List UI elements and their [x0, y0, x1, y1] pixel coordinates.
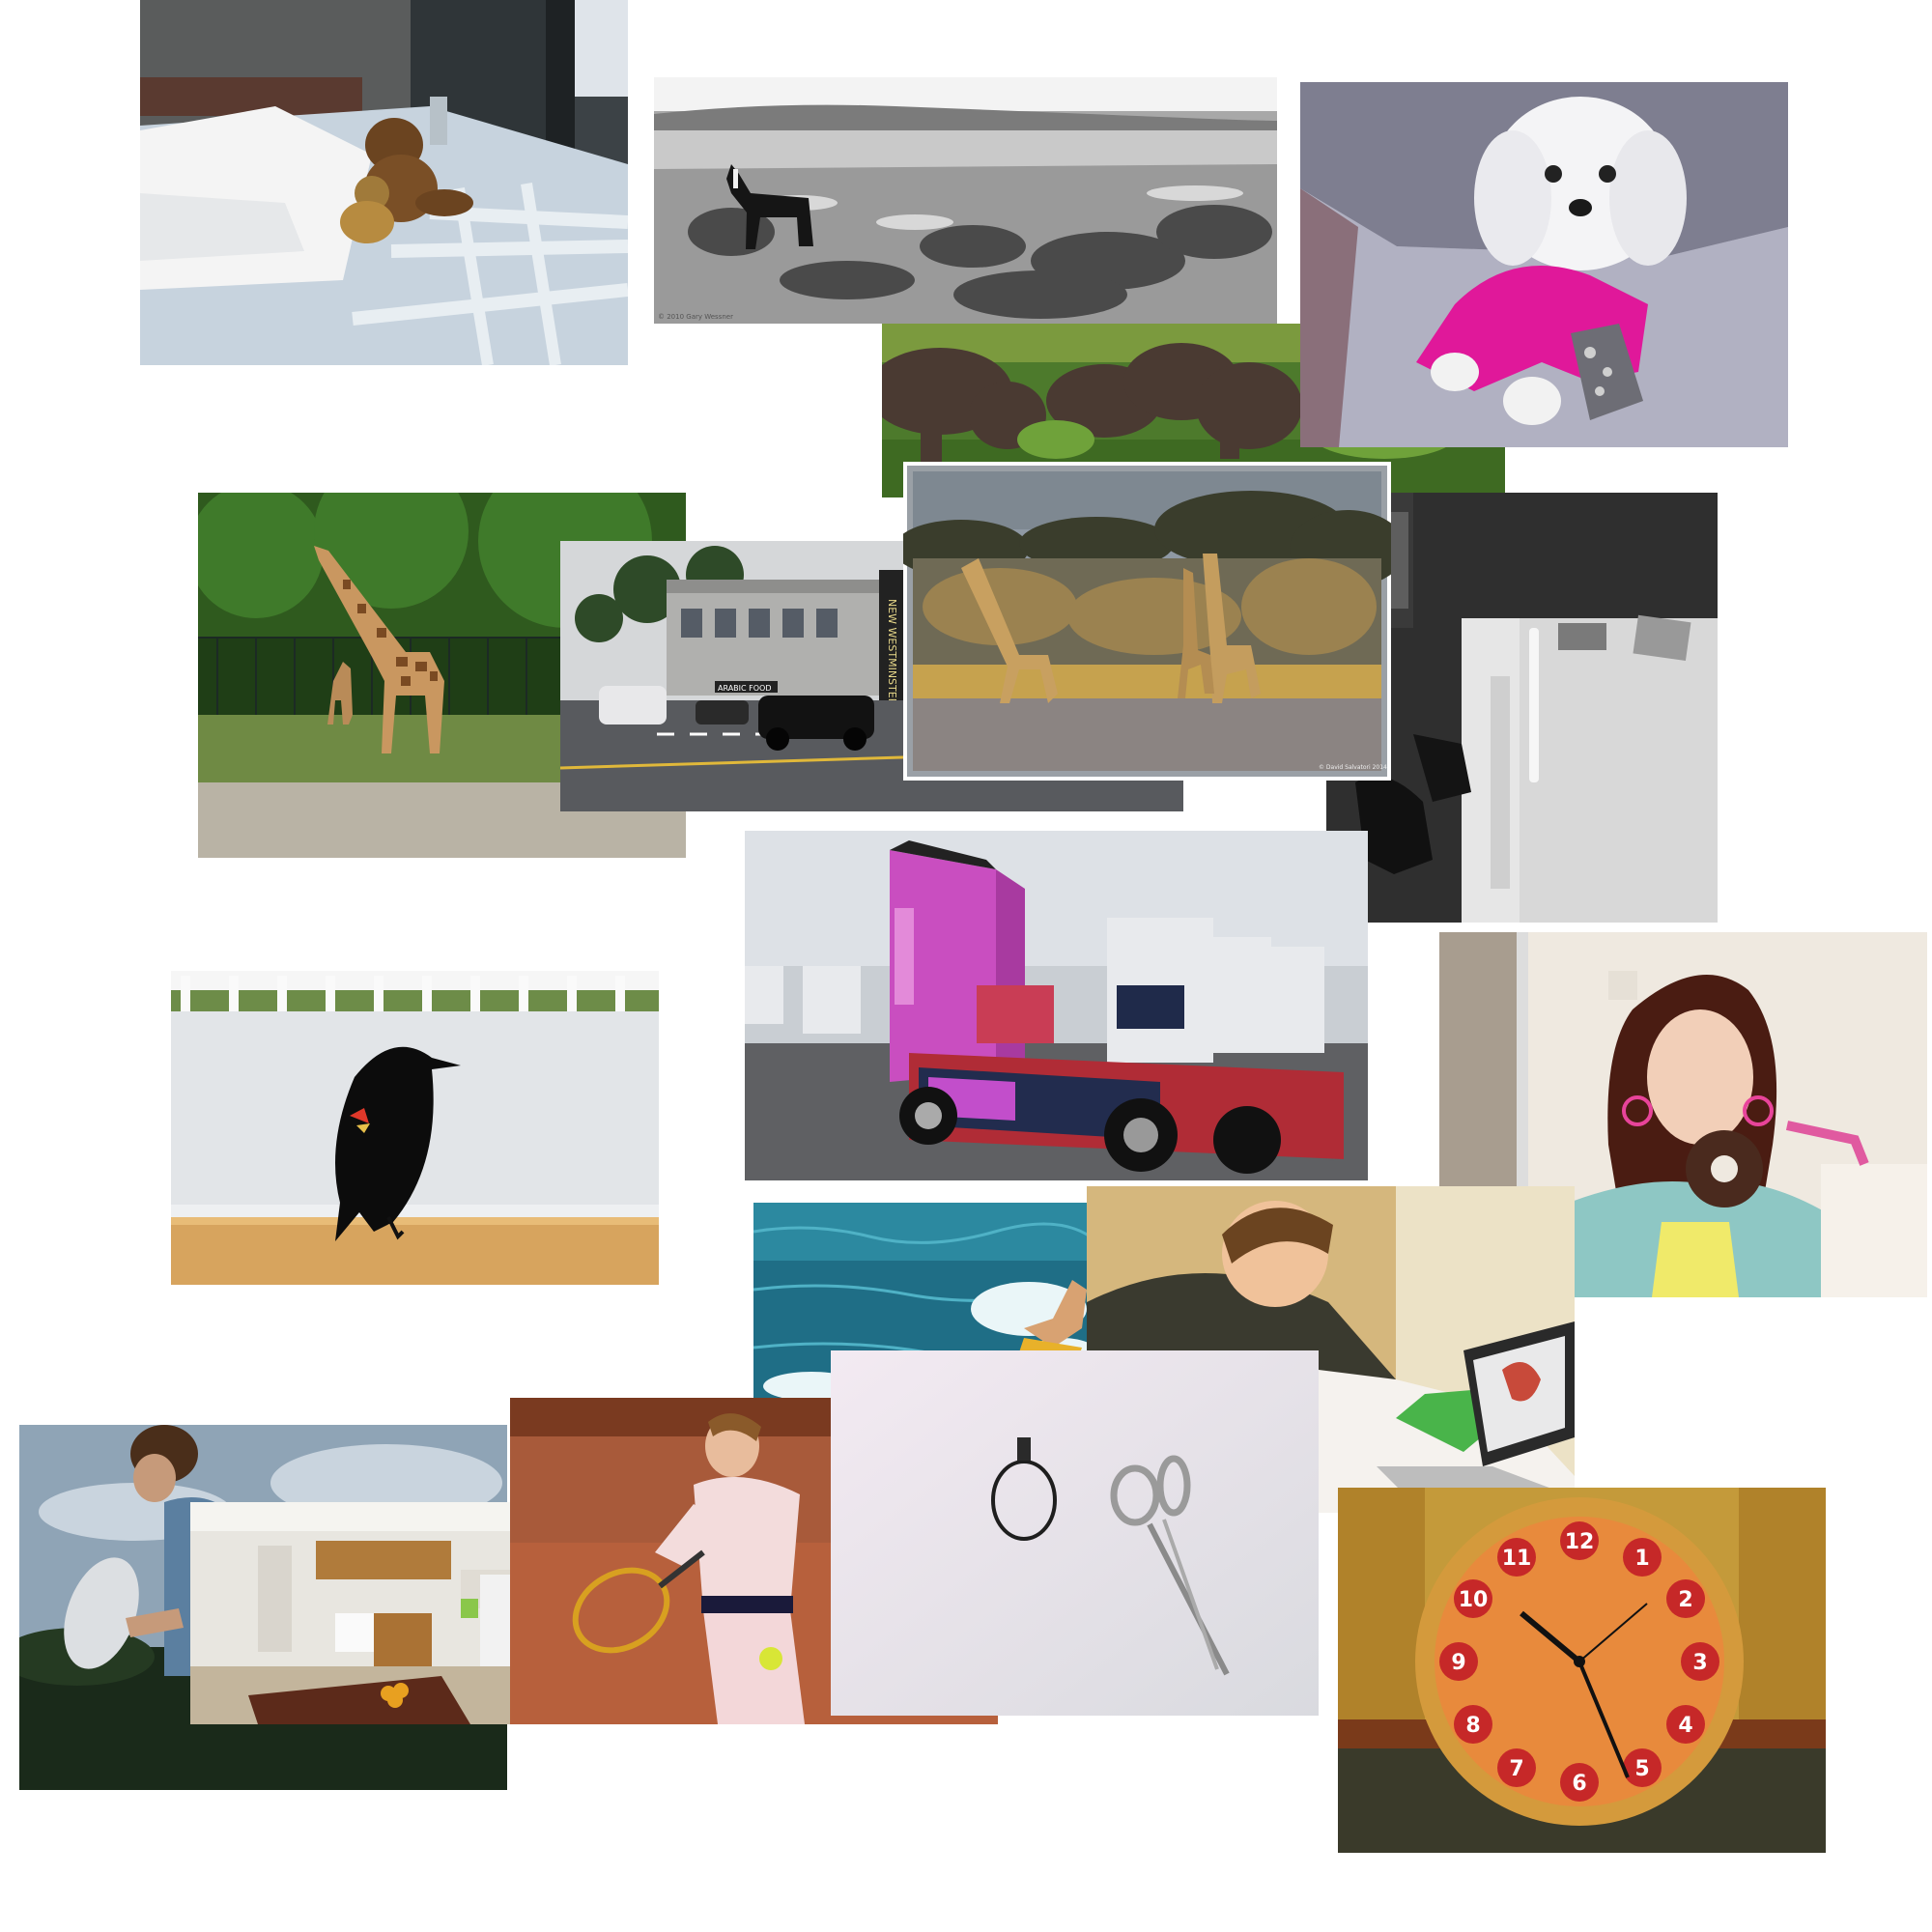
photo-credit: © David Salvatori 2014	[1319, 764, 1387, 771]
refrigerator-photo	[1326, 493, 1718, 923]
street-sign: NEW WESTMINSTER	[886, 599, 898, 706]
svg-text:6: 6	[1572, 1772, 1586, 1796]
svg-text:10: 10	[1459, 1588, 1489, 1612]
svg-text:2: 2	[1678, 1588, 1692, 1612]
decorated-truck-photo	[745, 831, 1368, 1180]
kitchen-photo	[190, 1502, 533, 1724]
svg-text:4: 4	[1678, 1714, 1692, 1738]
svg-text:11: 11	[1502, 1547, 1532, 1571]
blackbird-photo	[171, 971, 659, 1285]
pizza-clock-photo: 12 1 2 3 4 5 6 7 8 9 10 11	[1338, 1488, 1826, 1853]
wild-horse-photo: © 2010 Gary Wessner	[654, 77, 1277, 324]
savanna-giraffes-photo: © David Salvatori 2014	[903, 462, 1391, 781]
horse-credit: © 2010 Gary Wessner	[658, 313, 733, 321]
svg-text:5: 5	[1634, 1757, 1649, 1781]
svg-text:1: 1	[1634, 1547, 1649, 1571]
svg-text:9: 9	[1451, 1651, 1465, 1675]
svg-text:8: 8	[1465, 1714, 1480, 1738]
clock-numerals: 12 1 2 3 4 5 6 7 8 9 10 11	[1439, 1521, 1719, 1802]
white-dog-pink-sweater-photo	[1300, 82, 1788, 447]
svg-text:7: 7	[1509, 1757, 1523, 1781]
scissors-ring-photo	[831, 1350, 1319, 1716]
bed-teddy-bears-photo	[140, 0, 628, 365]
svg-text:12: 12	[1565, 1530, 1595, 1554]
svg-text:3: 3	[1692, 1651, 1707, 1675]
woman-laptop-photo	[1087, 1186, 1575, 1513]
shop-sign: ARABIC FOOD	[718, 684, 772, 693]
